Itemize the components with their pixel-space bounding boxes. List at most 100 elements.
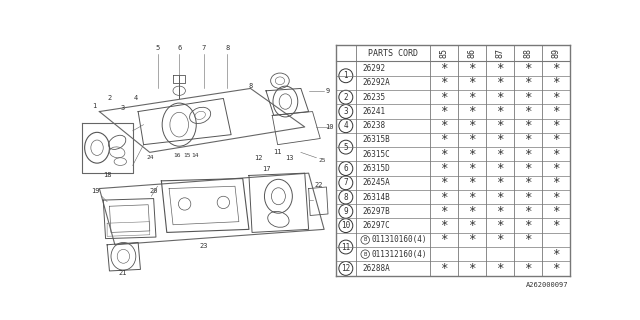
Text: *: * bbox=[496, 176, 504, 189]
Text: 26245A: 26245A bbox=[362, 178, 390, 187]
Text: *: * bbox=[524, 105, 531, 118]
Text: *: * bbox=[496, 133, 504, 147]
Text: B: B bbox=[364, 237, 367, 242]
Text: 11: 11 bbox=[341, 243, 351, 252]
Text: 20: 20 bbox=[149, 188, 158, 194]
Text: 13: 13 bbox=[285, 155, 294, 161]
Text: *: * bbox=[440, 91, 447, 104]
Text: 87: 87 bbox=[495, 48, 504, 58]
Text: 88: 88 bbox=[524, 48, 532, 58]
Text: 8: 8 bbox=[225, 45, 229, 52]
Text: 26292A: 26292A bbox=[362, 78, 390, 87]
Text: *: * bbox=[552, 219, 559, 232]
Text: 23: 23 bbox=[200, 243, 208, 249]
Text: 26241: 26241 bbox=[362, 107, 385, 116]
Text: *: * bbox=[440, 62, 447, 75]
Text: 15: 15 bbox=[183, 153, 191, 158]
Text: 24: 24 bbox=[146, 155, 154, 160]
Text: *: * bbox=[440, 76, 447, 89]
Text: *: * bbox=[496, 162, 504, 175]
Text: *: * bbox=[552, 91, 559, 104]
Text: *: * bbox=[468, 162, 476, 175]
Text: 7: 7 bbox=[202, 45, 206, 52]
Text: *: * bbox=[552, 248, 559, 261]
Text: *: * bbox=[524, 219, 531, 232]
Text: 1: 1 bbox=[92, 103, 96, 109]
Text: 26292: 26292 bbox=[362, 64, 385, 73]
Text: *: * bbox=[440, 205, 447, 218]
Text: 85: 85 bbox=[439, 48, 448, 58]
Text: *: * bbox=[468, 91, 476, 104]
Text: 26315C: 26315C bbox=[362, 150, 390, 159]
Text: *: * bbox=[552, 133, 559, 147]
Text: 10: 10 bbox=[325, 124, 334, 130]
Text: 8: 8 bbox=[344, 193, 348, 202]
Text: *: * bbox=[496, 62, 504, 75]
Text: 26297C: 26297C bbox=[362, 221, 390, 230]
Text: *: * bbox=[524, 119, 531, 132]
Text: *: * bbox=[440, 119, 447, 132]
Text: 14: 14 bbox=[191, 153, 198, 158]
Text: *: * bbox=[496, 191, 504, 204]
Text: 3: 3 bbox=[344, 107, 348, 116]
Text: 12: 12 bbox=[341, 264, 351, 273]
Text: 11: 11 bbox=[273, 149, 282, 156]
Text: B: B bbox=[364, 252, 367, 257]
Text: 3: 3 bbox=[120, 105, 125, 111]
Text: *: * bbox=[468, 133, 476, 147]
Text: 4: 4 bbox=[134, 95, 138, 101]
Text: *: * bbox=[524, 91, 531, 104]
Text: 16: 16 bbox=[173, 153, 180, 158]
Text: *: * bbox=[468, 105, 476, 118]
Text: *: * bbox=[496, 233, 504, 246]
Text: 12: 12 bbox=[254, 155, 262, 161]
Text: 26315D: 26315D bbox=[362, 164, 390, 173]
Text: *: * bbox=[524, 262, 531, 275]
Text: *: * bbox=[468, 62, 476, 75]
Text: *: * bbox=[524, 233, 531, 246]
Text: *: * bbox=[524, 62, 531, 75]
Text: *: * bbox=[440, 133, 447, 147]
Text: 011312160(4): 011312160(4) bbox=[371, 250, 426, 259]
Text: *: * bbox=[440, 219, 447, 232]
Text: 86: 86 bbox=[467, 48, 476, 58]
Text: *: * bbox=[468, 76, 476, 89]
Text: *: * bbox=[496, 148, 504, 161]
Text: 2: 2 bbox=[344, 93, 348, 102]
Text: 7: 7 bbox=[344, 178, 348, 187]
Text: *: * bbox=[468, 219, 476, 232]
Text: *: * bbox=[440, 191, 447, 204]
Text: *: * bbox=[468, 205, 476, 218]
Text: *: * bbox=[468, 148, 476, 161]
Text: *: * bbox=[552, 119, 559, 132]
Text: *: * bbox=[552, 148, 559, 161]
Text: *: * bbox=[552, 105, 559, 118]
Text: 9: 9 bbox=[344, 207, 348, 216]
Text: PARTS CORD: PARTS CORD bbox=[368, 49, 418, 58]
Text: *: * bbox=[552, 176, 559, 189]
Text: *: * bbox=[552, 191, 559, 204]
Text: 26288A: 26288A bbox=[362, 264, 390, 273]
Text: 21: 21 bbox=[118, 270, 127, 276]
Text: 26235: 26235 bbox=[362, 93, 385, 102]
Text: *: * bbox=[496, 205, 504, 218]
Text: 9: 9 bbox=[326, 88, 330, 94]
Text: *: * bbox=[440, 176, 447, 189]
Text: *: * bbox=[496, 119, 504, 132]
Text: 22: 22 bbox=[314, 182, 323, 188]
Text: 10: 10 bbox=[341, 221, 351, 230]
Text: *: * bbox=[440, 262, 447, 275]
Text: 1: 1 bbox=[344, 71, 348, 80]
Text: 8: 8 bbox=[248, 83, 253, 89]
Text: 26314B: 26314B bbox=[362, 193, 390, 202]
Text: *: * bbox=[524, 133, 531, 147]
Text: *: * bbox=[524, 176, 531, 189]
Text: 4: 4 bbox=[344, 121, 348, 130]
Text: *: * bbox=[496, 76, 504, 89]
Text: 6: 6 bbox=[344, 164, 348, 173]
Text: *: * bbox=[496, 91, 504, 104]
Text: *: * bbox=[524, 205, 531, 218]
Text: *: * bbox=[524, 76, 531, 89]
Text: *: * bbox=[496, 219, 504, 232]
Text: 17: 17 bbox=[262, 166, 270, 172]
